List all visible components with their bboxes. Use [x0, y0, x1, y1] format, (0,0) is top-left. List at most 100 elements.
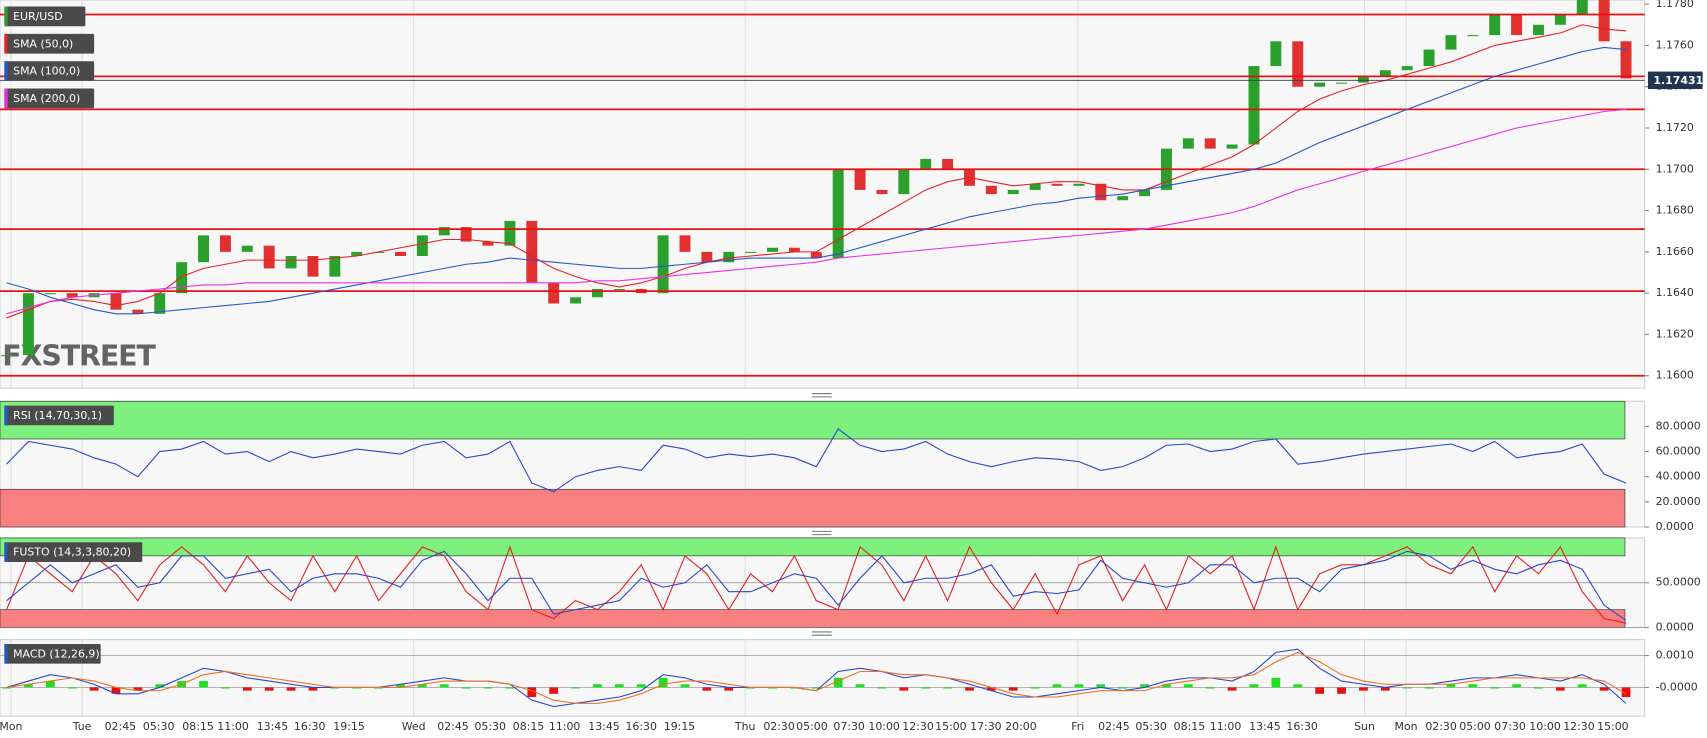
histogram-bar — [811, 687, 821, 689]
y-tick-label: 0.0000 — [1656, 621, 1694, 634]
histogram-bar — [1118, 687, 1128, 689]
histogram-bar — [1052, 684, 1062, 688]
legend-stripe — [4, 6, 8, 27]
candle — [1051, 183, 1063, 186]
series-line — [6, 46, 1627, 315]
x-tick-label: 17:30 — [970, 720, 1002, 733]
histogram-bar — [1293, 684, 1303, 688]
candle — [110, 293, 122, 310]
candle — [1, 355, 13, 357]
candle — [285, 256, 297, 269]
histogram-bar — [593, 684, 602, 688]
candle — [854, 169, 866, 190]
histogram-bar — [636, 684, 646, 688]
candle — [701, 251, 713, 263]
legend-box — [4, 61, 95, 81]
candle — [482, 241, 494, 246]
y-tick-label: 60.0000 — [1656, 445, 1701, 458]
legend-stripe — [4, 88, 8, 109]
x-tick-label: 13:45 — [588, 720, 619, 733]
x-tick-label: Tue — [72, 720, 92, 733]
candle — [745, 251, 757, 253]
legend-label: RSI (14,70,30,1) — [13, 409, 102, 422]
series-line — [6, 550, 1627, 621]
histogram-bar — [439, 684, 449, 688]
x-tick-label: Mon — [1395, 720, 1418, 733]
legend-box — [4, 6, 86, 27]
legend-label: MACD (12,26,9) — [13, 647, 99, 660]
candle — [1226, 144, 1238, 149]
x-tick-label: 10:00 — [868, 720, 900, 733]
candle — [1467, 35, 1479, 37]
candle — [1445, 35, 1457, 50]
histogram-bar — [1555, 687, 1565, 691]
candle — [1314, 82, 1326, 87]
candle — [241, 245, 253, 252]
x-tick-label: 02:30 — [1425, 720, 1457, 733]
zone — [0, 609, 1626, 628]
y-tick-label: 1.1620 — [1656, 327, 1694, 340]
histogram-bar — [1074, 684, 1084, 688]
candle — [416, 235, 428, 257]
legend-box — [4, 542, 143, 562]
histogram-bar — [1096, 684, 1106, 688]
candle — [1379, 70, 1391, 77]
legend-box — [4, 88, 95, 109]
histogram-bar — [396, 684, 405, 688]
candle — [22, 293, 34, 356]
candle — [832, 169, 844, 259]
candle — [1204, 138, 1216, 149]
x-tick-label: 02:45 — [105, 720, 136, 733]
x-tick-label: 08:15 — [1174, 720, 1205, 733]
candle — [132, 309, 144, 314]
histogram-bar — [483, 687, 493, 689]
candle — [1007, 189, 1019, 195]
histogram-bar — [877, 687, 887, 689]
candle — [1576, 0, 1588, 15]
histogram-bar — [680, 684, 690, 688]
y-tick-label: 1.1760 — [1656, 38, 1694, 51]
histogram-bar — [111, 687, 121, 694]
candle — [985, 185, 997, 195]
candle — [1292, 41, 1304, 87]
histogram-bar — [724, 687, 734, 691]
x-tick-label: 07:30 — [1494, 720, 1526, 733]
panel-grips — [811, 393, 832, 636]
histogram-bar — [1205, 687, 1215, 689]
histogram-bar — [833, 677, 843, 688]
series-line — [6, 108, 1627, 315]
panel: 1.1600 1.1620 1.1640 1.1660 1.1680 1.1700 1.17… — [0, 0, 1703, 389]
x-tick-label: 02:45 — [437, 720, 468, 733]
zone — [0, 400, 1626, 440]
zone — [0, 537, 1626, 557]
x-tick-label: 16:30 — [625, 720, 657, 733]
candle — [460, 227, 472, 242]
candle — [154, 293, 166, 314]
candle — [1620, 41, 1632, 79]
panel: -0.0000 0.0010 MACD (12,26,9) — [0, 639, 1698, 717]
histogram-bar — [308, 687, 318, 691]
histogram-bar — [943, 687, 952, 689]
candle — [44, 293, 56, 295]
legend-stripe — [4, 33, 8, 54]
histogram-bar — [45, 681, 55, 688]
histogram-bar — [1490, 687, 1500, 689]
candle — [1336, 82, 1347, 84]
x-tick-label: 05:30 — [474, 720, 506, 733]
candle — [788, 247, 800, 252]
histogram-bar — [199, 681, 208, 688]
series-line — [6, 545, 1627, 624]
candle — [679, 235, 691, 252]
histogram-bar — [89, 687, 99, 691]
legend-label: SMA (200,0) — [13, 92, 80, 105]
legend-stripe — [4, 542, 8, 562]
x-tick-label: 12:30 — [902, 720, 934, 733]
x-tick-label: 15:00 — [935, 720, 967, 733]
x-tick-label: Mon — [0, 720, 22, 733]
x-tick-label: 16:30 — [294, 720, 326, 733]
plot-area — [0, 639, 1646, 717]
histogram-bar — [986, 687, 996, 691]
candle — [942, 158, 954, 170]
legend-label: EUR/USD — [13, 10, 63, 23]
